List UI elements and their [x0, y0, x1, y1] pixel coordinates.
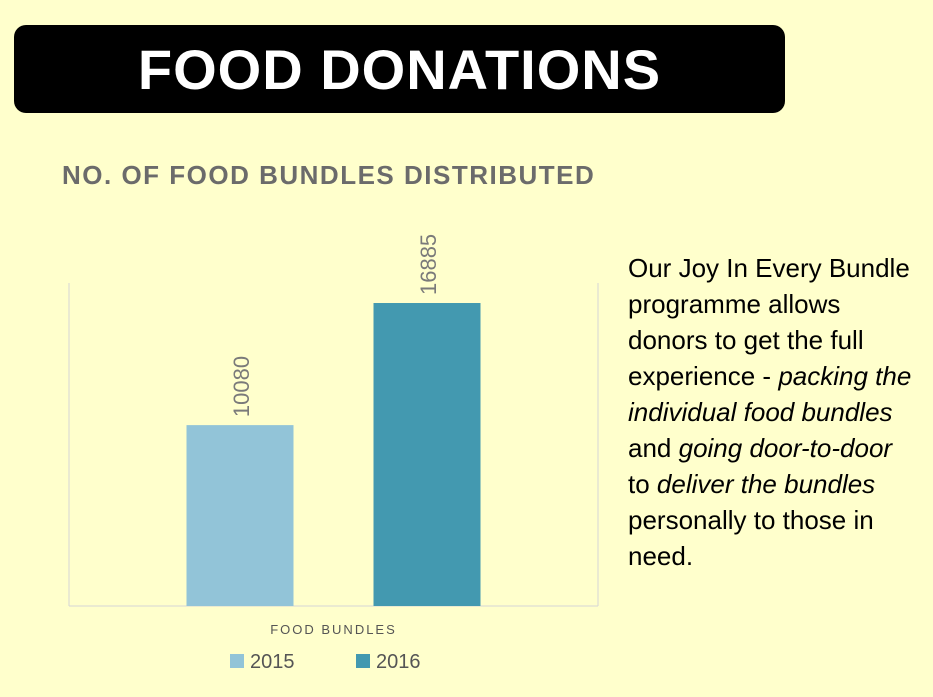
- description-text: personally to those in need.: [628, 505, 874, 571]
- description-emphasis: packing the individual food bundles: [628, 361, 912, 427]
- page-title: FOOD DONATIONS: [137, 37, 662, 101]
- description-text: to: [628, 469, 657, 499]
- program-description: Our Joy In Every Bundle programme allows…: [628, 250, 918, 574]
- legend-swatch-2015: [230, 654, 244, 668]
- description-text: Our Joy In Every Bundle programme allows…: [628, 253, 910, 391]
- legend-swatch-2016: [356, 654, 370, 668]
- bar-2015: [186, 425, 294, 606]
- data-label-2015: 10080: [229, 356, 254, 417]
- description-text: and: [628, 433, 679, 463]
- description-emphasis: deliver the bundles: [656, 469, 876, 499]
- chart-title: NO. OF FOOD BUNDLES DISTRIBUTED: [62, 160, 596, 190]
- bar-2016: [373, 303, 481, 606]
- description-emphasis: going door-to-door: [678, 433, 893, 463]
- legend-label-2016: 2016: [376, 651, 421, 673]
- data-label-2016: 16885: [416, 234, 441, 295]
- title-banner: FOOD DONATIONS: [14, 25, 785, 113]
- category-label: FOOD BUNDLES: [270, 622, 397, 637]
- legend-label-2015: 2015: [250, 651, 295, 673]
